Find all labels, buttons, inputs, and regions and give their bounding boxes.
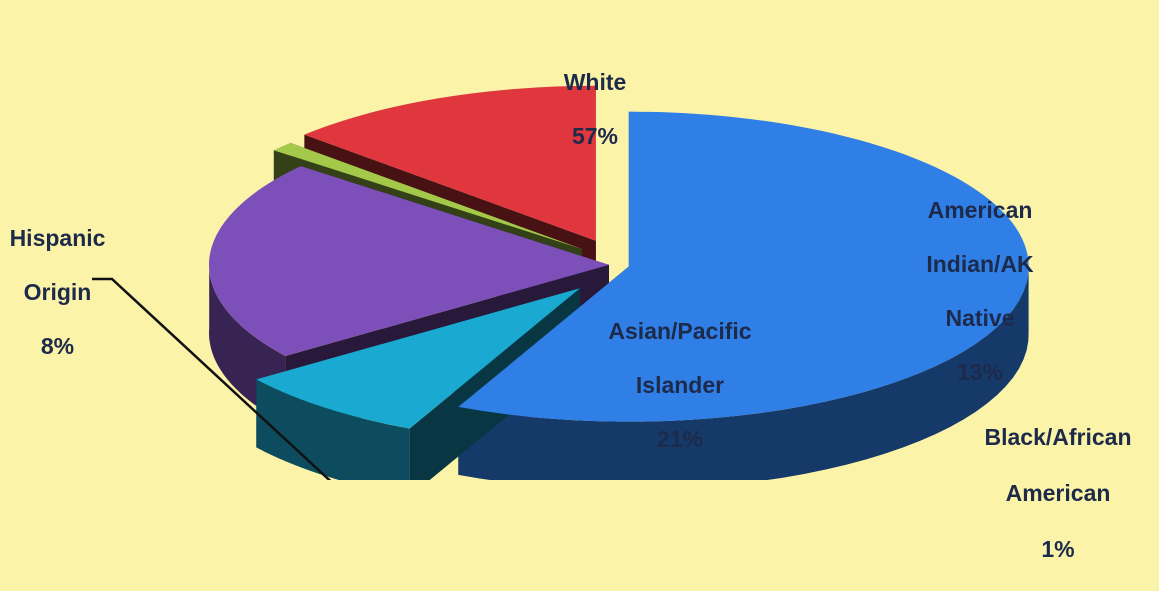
- slice-label-line: Origin: [23, 279, 92, 305]
- slice-label-hispanic-origin: Hispanic Origin 8%: [0, 198, 115, 387]
- slice-side-hispanic-origin: [256, 379, 410, 480]
- slice-white: [458, 111, 1029, 422]
- slice-american-indian-ak-native: [304, 85, 596, 241]
- slice-label-value: 1%: [1041, 536, 1075, 562]
- pie-chart: White 57% Hispanic Origin 8% Asian/Pacif…: [0, 42, 1132, 562]
- slice-label-black-african-american: Black/African American 1%: [958, 395, 1158, 591]
- pie-chart-svg: [92, 85, 1029, 480]
- slice-label-value: 21%: [656, 426, 704, 452]
- slice-label-line: Native: [945, 305, 1015, 331]
- slice-side-white: [458, 263, 1029, 480]
- slice-label-line: Hispanic: [9, 225, 106, 251]
- slice-label-american-indian-ak-native: American Indian/AK Native 13%: [895, 170, 1065, 413]
- slice-label-line: Asian/Pacific: [608, 318, 752, 344]
- slice-label-line: American: [1005, 480, 1111, 506]
- slice-label-white: White 57%: [525, 42, 665, 177]
- slice-hispanic-origin: [256, 288, 580, 429]
- leader-line-hispanic-origin: [92, 277, 332, 480]
- slice-label-line: Islander: [635, 372, 725, 398]
- slice-black-african-american: [273, 142, 582, 249]
- slice-label-value: 57%: [571, 123, 619, 149]
- pie-top-layer: [209, 85, 1029, 429]
- slice-asian-pacific-islander: [209, 166, 610, 357]
- slice-label-line: White: [563, 69, 627, 95]
- slice-label-asian-pacific-islander: Asian/Pacific Islander 21%: [575, 291, 785, 480]
- slice-label-line: American: [927, 197, 1033, 223]
- slice-label-value: 13%: [956, 359, 1004, 385]
- slice-label-value: 8%: [40, 333, 75, 359]
- slice-label-line: Indian/AK: [926, 251, 1034, 277]
- slice-label-line: Black/African: [984, 424, 1132, 450]
